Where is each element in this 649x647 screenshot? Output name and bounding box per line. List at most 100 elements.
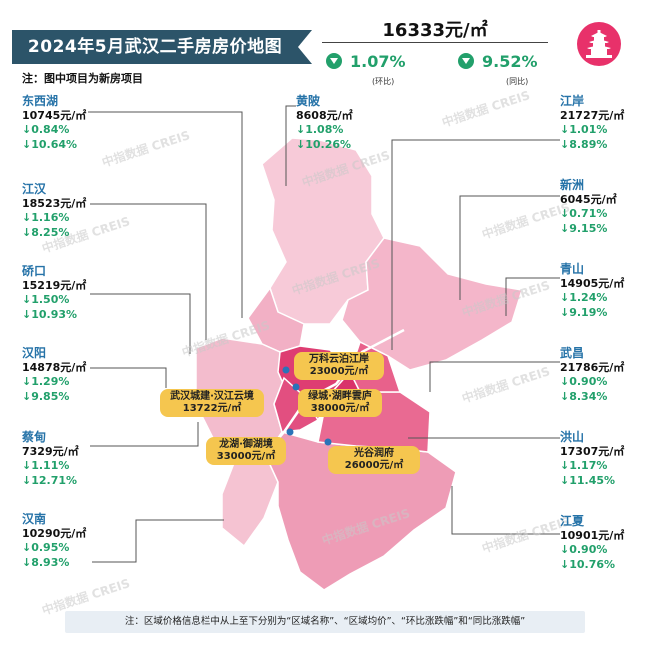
down-arrow-icon (458, 53, 474, 69)
district-price: 18523元/㎡ (22, 196, 87, 210)
project-price: 23000元/㎡ (309, 366, 369, 377)
district-huangpi: 黄陂 8608元/㎡ ↓1.08% ↓10.26% (296, 94, 353, 152)
district-mom: ↓1.24% (560, 291, 608, 304)
district-mom: ↓0.95% (22, 541, 70, 554)
district-yoy: ↓8.25% (22, 225, 70, 239)
city-yoy-change: 9.52% (458, 52, 538, 71)
region-xinzhou (341, 237, 523, 371)
mom-label: (环比) (372, 77, 395, 86)
mom-value: 1.07% (350, 52, 406, 71)
yoy-value: 9.52% (482, 52, 538, 71)
project-name: 武汉城建·汉江云境 (170, 391, 254, 402)
district-jianghan: 江汉 18523元/㎡ ↓1.16% ↓8.25% (22, 182, 86, 240)
district-price: 10745元/㎡ (22, 108, 87, 122)
district-price: 8608元/㎡ (296, 108, 353, 122)
project-guanggu-runfu: 光谷润府 26000元/㎡ (328, 446, 420, 474)
district-caidian: 蔡甸 7329元/㎡ ↓1.11% ↓12.71% (22, 430, 79, 488)
district-yoy: ↓12.71% (22, 473, 78, 487)
district-name: 武昌 (560, 346, 585, 360)
district-mom: ↓0.90% (560, 375, 608, 388)
district-name: 汉南 (22, 512, 47, 526)
district-jiangxia: 江夏 10901元/㎡ ↓0.90% ↓10.76% (560, 514, 624, 572)
district-qingshan: 青山 14905元/㎡ ↓1.24% ↓9.19% (560, 262, 624, 320)
region-hannan (221, 455, 279, 548)
district-price: 21786元/㎡ (560, 360, 625, 374)
leader-jianghan (90, 203, 207, 340)
district-mom: ↓1.17% (560, 459, 608, 472)
project-greentown-lakeside: 绿城·湖畔雲庐 38000元/㎡ (298, 389, 382, 417)
district-yoy: ↓8.34% (560, 389, 608, 403)
district-price: 10290元/㎡ (22, 526, 87, 540)
district-hongshan: 洪山 17307元/㎡ ↓1.17% ↓11.45% (560, 430, 624, 488)
district-price: 7329元/㎡ (22, 444, 79, 458)
district-yoy: ↓8.93% (22, 555, 70, 569)
district-yoy: ↓8.89% (560, 137, 608, 151)
leader-caidian (90, 422, 199, 447)
district-mom: ↓1.16% (22, 211, 70, 224)
district-yoy: ↓10.93% (22, 307, 78, 321)
district-yoy: ↓9.19% (560, 305, 608, 319)
district-price: 6045元/㎡ (560, 192, 617, 206)
title-decoration (298, 30, 312, 64)
district-yoy: ↓10.26% (296, 137, 352, 151)
down-arrow-icon (326, 53, 342, 69)
district-xinzhou: 新洲 6045元/㎡ ↓0.71% ↓9.15% (560, 178, 617, 236)
district-name: 江夏 (560, 514, 585, 528)
pagoda-logo-icon (577, 22, 621, 66)
project-name: 万科云泊江岸 (309, 354, 369, 365)
district-name: 蔡甸 (22, 430, 47, 444)
marker-hanjiang (282, 366, 290, 374)
district-qiaokou: 硚口 15219元/㎡ ↓1.50% ↓10.93% (22, 264, 86, 322)
leader-huangpi (285, 105, 296, 186)
district-name: 洪山 (560, 430, 585, 444)
district-price: 14905元/㎡ (560, 276, 625, 290)
district-price: 21727元/㎡ (560, 108, 625, 122)
district-price: 15219元/㎡ (22, 278, 87, 292)
district-name: 硚口 (22, 264, 47, 278)
marker-greentown (292, 383, 300, 391)
leader-qingshan (505, 277, 560, 316)
marker-longhu (286, 428, 294, 436)
district-name: 黄陂 (296, 94, 321, 108)
district-name: 汉阳 (22, 346, 47, 360)
district-yoy: ↓10.64% (22, 137, 78, 151)
district-name: 青山 (560, 262, 585, 276)
project-name: 光谷润府 (354, 448, 394, 459)
district-mom: ↓1.11% (22, 459, 70, 472)
leader-hannan (92, 519, 224, 563)
page-title: 2024年5月武汉二手房房价地图 (12, 30, 298, 64)
leader-lines (88, 105, 560, 563)
district-yoy: ↓9.15% (560, 221, 608, 235)
district-jiangan: 江岸 21727元/㎡ ↓1.01% ↓8.89% (560, 94, 624, 152)
leader-xinzhou (459, 195, 560, 300)
district-price: 17307元/㎡ (560, 444, 625, 458)
city-average-price: 16333元/㎡ (382, 20, 488, 41)
project-name: 绿城·湖畔雲庐 (308, 391, 372, 402)
project-longhu-yuhujing: 龙湖·御湖境 33000元/㎡ (206, 437, 286, 465)
project-vanke-yunbo: 万科云泊江岸 23000元/㎡ (294, 352, 384, 380)
legend-note: 注：区域价格信息栏中从上至下分别为“区域名称”、“区域均价”、“环比涨跌幅”和“… (65, 611, 585, 633)
district-name: 江岸 (560, 94, 585, 108)
district-price: 10901元/㎡ (560, 528, 625, 542)
district-mom: ↓0.84% (22, 123, 70, 136)
leader-jiangxia (451, 486, 560, 535)
city-mom-change: 1.07% (326, 52, 406, 71)
marker-guanggu (324, 438, 332, 446)
district-wuchang: 武昌 21786元/㎡ ↓0.90% ↓8.34% (560, 346, 624, 404)
leader-wuchang (429, 361, 560, 392)
leader-jiangan (391, 139, 560, 350)
leader-qiaokou (90, 293, 191, 354)
leader-dongxihu (88, 111, 243, 318)
district-yoy: ↓11.45% (560, 473, 616, 487)
project-price: 38000元/㎡ (310, 403, 370, 414)
summary-divider (322, 42, 548, 43)
district-mom: ↓0.71% (560, 207, 608, 220)
district-mom: ↓1.01% (560, 123, 608, 136)
map-note: 注：图中项目为新房项目 (22, 72, 143, 85)
district-mom: ↓0.90% (560, 543, 608, 556)
district-mom: ↓1.29% (22, 375, 70, 388)
yoy-label: (同比) (506, 77, 529, 86)
district-name: 东西湖 (22, 94, 59, 108)
district-price: 14878元/㎡ (22, 360, 87, 374)
